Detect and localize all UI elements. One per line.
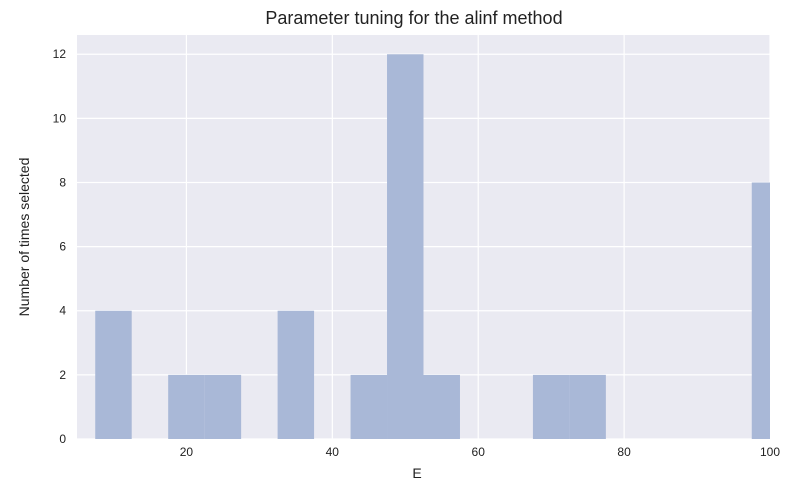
- y-tick-labels: 0 2 4 6 8 10 12: [53, 47, 67, 446]
- y-tick-label: 4: [59, 304, 66, 318]
- x-axis-label: E: [412, 465, 421, 481]
- histogram-bar: [204, 374, 242, 439]
- x-tick-label: 100: [760, 445, 780, 459]
- histogram-bar: [423, 374, 460, 439]
- chart-title: Parameter tuning for the alinf method: [265, 8, 562, 28]
- x-tick-label: 60: [472, 445, 486, 459]
- histogram-bars: [95, 54, 770, 439]
- histogram-bar: [387, 54, 424, 439]
- histogram-bar: [350, 374, 388, 439]
- y-tick-label: 6: [59, 240, 66, 254]
- histogram-bar: [95, 310, 132, 439]
- x-tick-label: 40: [326, 445, 340, 459]
- y-tick-label: 12: [53, 47, 67, 61]
- histogram-bar: [569, 374, 606, 439]
- y-tick-label: 8: [59, 175, 66, 189]
- histogram-bar: [168, 374, 205, 439]
- histogram-bar: [532, 374, 570, 439]
- y-tick-label: 0: [59, 432, 66, 446]
- y-axis-label: Number of times selected: [16, 158, 32, 317]
- y-tick-label: 2: [59, 368, 66, 382]
- x-tick-label: 80: [617, 445, 631, 459]
- y-tick-label: 10: [53, 111, 67, 125]
- histogram-bar: [277, 310, 315, 439]
- x-tick-labels: 20 40 60 80 100: [180, 445, 781, 459]
- x-tick-label: 20: [180, 445, 194, 459]
- histogram-bar: [751, 182, 770, 439]
